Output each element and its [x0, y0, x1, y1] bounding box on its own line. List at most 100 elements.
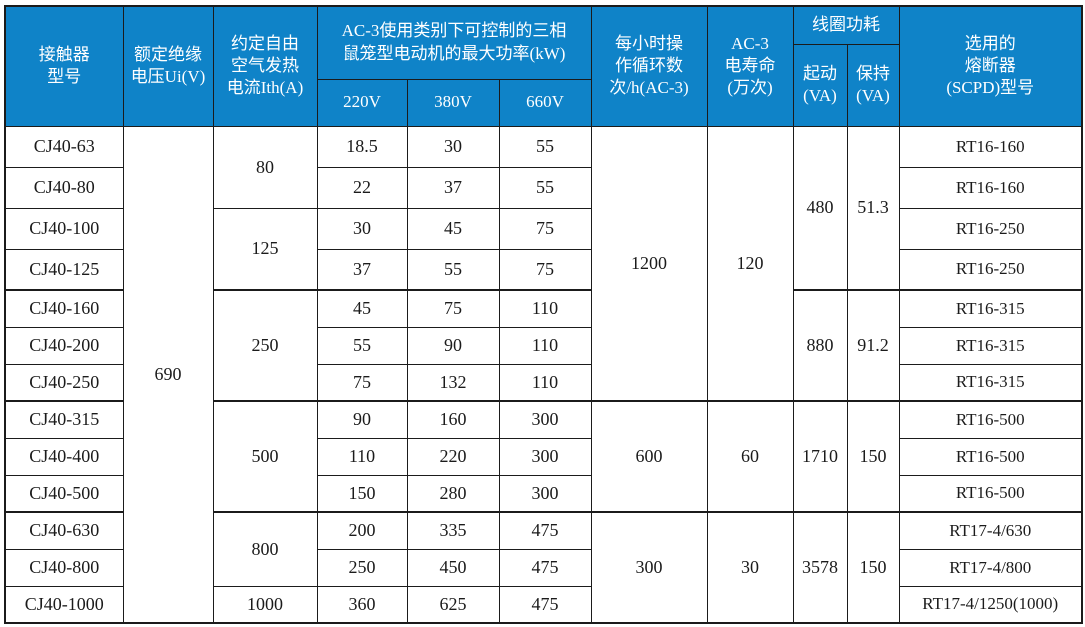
col-header-model: 接触器 型号 — [4, 5, 124, 127]
cell-coil-start: 3578 — [792, 511, 848, 624]
col-header-coil-start: 起动 (VA) — [792, 43, 848, 127]
cell-kw660: 300 — [498, 437, 592, 476]
cell-kw660: 55 — [498, 166, 592, 209]
col-header-kw-group: AC-3使用类别下可控制的三相 鼠笼型电动机的最大功率(kW) — [316, 5, 592, 80]
cell-kw660: 55 — [498, 125, 592, 168]
cell-kw220: 250 — [316, 548, 408, 587]
cell-model: CJ40-80 — [4, 166, 124, 209]
cell-kw220: 200 — [316, 511, 408, 550]
cell-kw380: 450 — [406, 548, 500, 587]
cell-kw380: 90 — [406, 326, 500, 365]
cell-kw220: 75 — [316, 363, 408, 402]
cell-coil-start: 880 — [792, 289, 848, 402]
table-row: CJ40-315 500 90 160 300 600 60 1710 150 … — [4, 400, 1083, 513]
cell-kw380: 37 — [406, 166, 500, 209]
col-header-thermal-current: 约定自由 空气发热 电流Ith(A) — [212, 5, 318, 127]
cell-kw380: 625 — [406, 585, 500, 624]
cell-kw220: 110 — [316, 437, 408, 476]
table-row: CJ40-80 22 37 55 RT16-160 — [4, 166, 1083, 209]
cell-fuse: RT16-160 — [898, 166, 1083, 209]
cell-life: 60 — [706, 400, 794, 513]
cell-kw660: 75 — [498, 248, 592, 291]
table-row: CJ40-100 125 30 45 75 RT16-250 — [4, 207, 1083, 291]
cell-model: CJ40-800 — [4, 548, 124, 587]
table-row: CJ40-250 75 132 110 RT16-315 — [4, 363, 1083, 402]
table-row: CJ40-500 150 280 300 RT16-500 — [4, 474, 1083, 513]
col-header-operations-per-hour: 每小时操 作循环数 次/h(AC-3) — [590, 5, 708, 127]
cell-life: 120 — [706, 125, 794, 402]
cell-kw220: 30 — [316, 207, 408, 250]
cell-model: CJ40-1000 — [4, 585, 124, 624]
cell-fuse: RT16-315 — [898, 289, 1083, 328]
cell-model: CJ40-200 — [4, 326, 124, 365]
cell-kw380: 335 — [406, 511, 500, 550]
cell-operations: 1200 — [590, 125, 708, 402]
cell-kw380: 280 — [406, 474, 500, 513]
cell-coil-hold: 150 — [846, 511, 900, 624]
col-header-fuse: 选用的 熔断器 (SCPD)型号 — [898, 5, 1083, 127]
cell-life: 30 — [706, 511, 794, 624]
cell-kw380: 160 — [406, 400, 500, 439]
col-header-coil-hold: 保持 (VA) — [846, 43, 900, 127]
cell-model: CJ40-160 — [4, 289, 124, 328]
cell-kw380: 30 — [406, 125, 500, 168]
cell-model: CJ40-315 — [4, 400, 124, 439]
cell-model: CJ40-250 — [4, 363, 124, 402]
col-header-coil-power-group: 线圈功耗 — [792, 5, 900, 45]
cell-fuse: RT17-4/1250(1000) — [898, 585, 1083, 624]
cell-coil-start: 1710 — [792, 400, 848, 513]
table-header: 接触器 型号 额定绝缘 电压Ui(V) 约定自由 空气发热 电流Ith(A) A… — [4, 5, 1083, 127]
cell-thermal-current: 800 — [212, 511, 318, 587]
cell-kw660: 75 — [498, 207, 592, 250]
cell-operations: 300 — [590, 511, 708, 624]
cell-model: CJ40-400 — [4, 437, 124, 476]
cell-thermal-current: 500 — [212, 400, 318, 513]
col-header-insulation-voltage: 额定绝缘 电压Ui(V) — [122, 5, 214, 127]
cell-fuse: RT17-4/800 — [898, 548, 1083, 587]
cell-thermal-current: 250 — [212, 289, 318, 402]
cell-fuse: RT16-500 — [898, 437, 1083, 476]
cell-kw220: 37 — [316, 248, 408, 291]
cell-coil-hold: 150 — [846, 400, 900, 513]
table-row: CJ40-125 37 55 75 RT16-250 — [4, 248, 1083, 291]
cell-kw380: 132 — [406, 363, 500, 402]
cell-kw660: 110 — [498, 363, 592, 402]
cell-fuse: RT16-250 — [898, 207, 1083, 250]
cell-model: CJ40-100 — [4, 207, 124, 250]
cell-thermal-current: 80 — [212, 125, 318, 209]
cell-kw660: 300 — [498, 474, 592, 513]
table-row: CJ40-630 800 200 335 475 300 30 3578 150… — [4, 511, 1083, 624]
col-header-electrical-life: AC-3 电寿命 (万次) — [706, 5, 794, 127]
cell-kw220: 90 — [316, 400, 408, 439]
cell-fuse: RT16-500 — [898, 474, 1083, 513]
cell-coil-start: 480 — [792, 125, 848, 291]
cell-model: CJ40-63 — [4, 125, 124, 168]
cell-kw660: 475 — [498, 585, 592, 624]
cell-kw660: 110 — [498, 326, 592, 365]
table-row: CJ40-63 690 80 18.5 30 55 1200 120 480 5… — [4, 125, 1083, 624]
cell-kw220: 18.5 — [316, 125, 408, 168]
cell-model: CJ40-630 — [4, 511, 124, 550]
cell-kw380: 45 — [406, 207, 500, 250]
cell-fuse: RT16-315 — [898, 326, 1083, 365]
cell-fuse: RT16-160 — [898, 125, 1083, 168]
cell-kw220: 22 — [316, 166, 408, 209]
table-row: CJ40-160 250 45 75 110 880 91.2 RT16-315 — [4, 289, 1083, 402]
cell-thermal-current: 1000 — [212, 585, 318, 624]
cell-kw220: 360 — [316, 585, 408, 624]
cell-fuse: RT16-315 — [898, 363, 1083, 402]
cell-model: CJ40-125 — [4, 248, 124, 291]
table-row: CJ40-800 250 450 475 RT17-4/800 — [4, 548, 1083, 587]
cell-coil-hold: 91.2 — [846, 289, 900, 402]
cell-kw660: 300 — [498, 400, 592, 439]
cell-model: CJ40-500 — [4, 474, 124, 513]
cell-fuse: RT16-500 — [898, 400, 1083, 439]
table-row: CJ40-1000 1000 360 625 475 RT17-4/1250(1… — [4, 585, 1083, 624]
cell-kw380: 75 — [406, 289, 500, 328]
cell-kw660: 475 — [498, 548, 592, 587]
col-header-660v: 660V — [498, 78, 592, 127]
cell-coil-hold: 51.3 — [846, 125, 900, 291]
cell-kw660: 110 — [498, 289, 592, 328]
table-row: CJ40-200 55 90 110 RT16-315 — [4, 326, 1083, 365]
